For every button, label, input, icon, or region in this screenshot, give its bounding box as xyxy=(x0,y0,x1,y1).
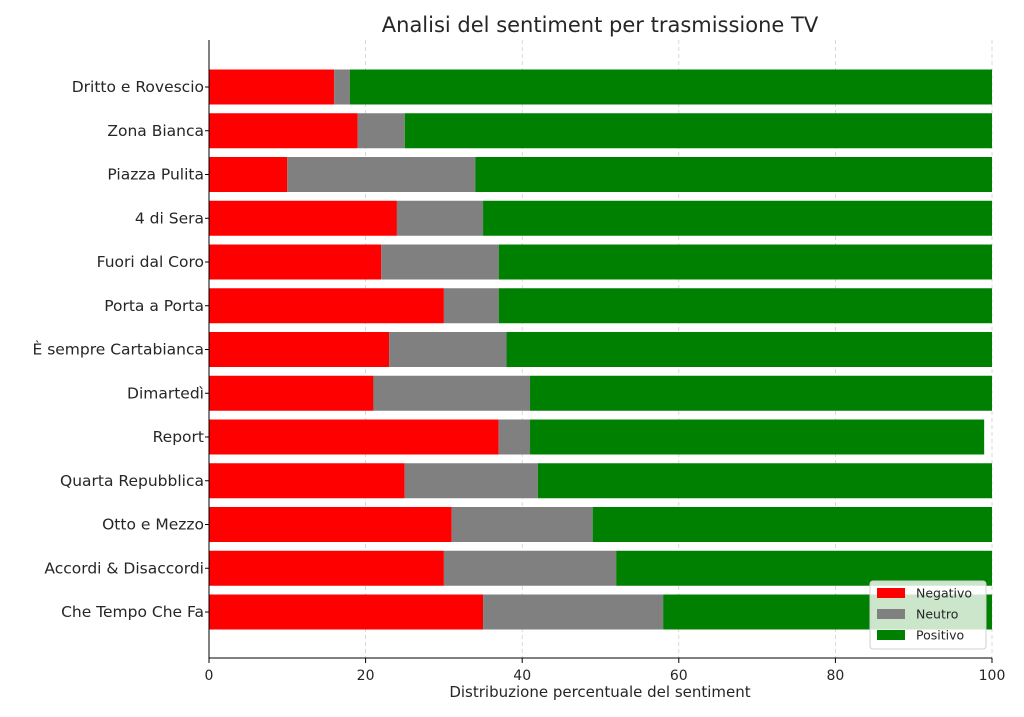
bar-neutro-otto-e-mezzo xyxy=(451,507,593,542)
bar-negativo-otto-e-mezzo xyxy=(209,507,452,542)
bar-positivo-report xyxy=(530,419,985,455)
bar-positivo-zona-bianca xyxy=(404,113,992,149)
x-tick-label: 0 xyxy=(205,668,214,684)
chart-title: Analisi del sentiment per trasmissione T… xyxy=(382,13,819,37)
bar-neutro-quarta-repubblica xyxy=(404,463,538,499)
bar-positivo-dimartedi xyxy=(530,375,992,411)
x-tick-label: 20 xyxy=(357,668,375,684)
legend-swatch-neutro xyxy=(877,609,905,619)
bar-negativo-fuori-dal-coro xyxy=(209,244,382,280)
category-label: Dritto e Rovescio xyxy=(72,78,204,96)
bar-negativo-zona-bianca xyxy=(209,113,358,149)
legend-swatch-positivo xyxy=(877,630,905,640)
bar-positivo-e-sempre-cartabianca xyxy=(506,332,992,367)
legend-label-negativo: Negativo xyxy=(916,586,972,601)
bar-neutro-accordi-disaccordi xyxy=(443,550,617,586)
x-tick-label: 60 xyxy=(670,668,688,684)
bar-neutro-dimartedi xyxy=(373,375,531,411)
bar-negativo-che-tempo-che-fa xyxy=(209,594,484,630)
bar-positivo-otto-e-mezzo xyxy=(592,507,992,542)
bar-negativo-dritto-e-rovescio xyxy=(209,69,335,105)
category-label: Report xyxy=(153,428,204,446)
bar-negativo-porta-a-porta xyxy=(209,288,444,324)
bar-negativo-e-sempre-cartabianca xyxy=(209,332,390,367)
category-label: Otto e Mezzo xyxy=(102,516,204,534)
bar-positivo-dritto-e-rovescio xyxy=(349,69,992,105)
bar-negativo-report xyxy=(209,419,499,455)
legend-swatch-negativo xyxy=(877,588,905,598)
x-tick-label: 80 xyxy=(826,668,844,684)
bar-positivo-porta-a-porta xyxy=(498,288,992,324)
category-label: Porta a Porta xyxy=(104,297,204,315)
bar-neutro-che-tempo-che-fa xyxy=(483,594,664,630)
bar-negativo-accordi-disaccordi xyxy=(209,550,444,586)
bar-positivo-piazza-pulita xyxy=(475,157,993,192)
bar-neutro-piazza-pulita xyxy=(287,157,476,192)
category-labels: Dritto e Rovescio Zona Bianca Piazza Pulit… xyxy=(32,78,209,621)
category-label: Dimartedì xyxy=(127,384,204,402)
bars xyxy=(209,69,993,630)
bar-positivo-fuori-dal-coro xyxy=(498,244,992,280)
category-label: Piazza Pulita xyxy=(107,166,204,184)
x-tick-label: 100 xyxy=(979,668,1006,684)
bar-positivo-quarta-repubblica xyxy=(537,463,992,499)
bar-negativo-dimartedi xyxy=(209,375,374,411)
bar-neutro-report xyxy=(498,419,531,455)
bar-neutro-4-di-sera xyxy=(396,200,484,236)
legend: Negativo Neutro Positivo xyxy=(869,580,987,650)
category-label: Zona Bianca xyxy=(107,122,204,140)
x-ticks: 0 20 40 60 80 100 xyxy=(205,658,1006,684)
category-label: Quarta Repubblica xyxy=(60,472,204,490)
bar-negativo-piazza-pulita xyxy=(209,157,288,192)
bar-positivo-accordi-disaccordi xyxy=(616,550,992,586)
category-label: Che Tempo Che Fa xyxy=(61,603,204,621)
category-label: È sempre Cartabianca xyxy=(32,340,204,359)
category-label: 4 di Sera xyxy=(135,209,204,227)
category-label: Fuori dal Coro xyxy=(97,253,204,271)
bar-neutro-porta-a-porta xyxy=(443,288,499,324)
x-tick-label: 40 xyxy=(513,668,531,684)
legend-label-neutro: Neutro xyxy=(916,607,958,622)
bar-negativo-quarta-repubblica xyxy=(209,463,405,499)
category-label: Accordi & Disaccordi xyxy=(44,559,204,577)
x-axis-label: Distribuzione percentuale del sentiment xyxy=(449,683,750,701)
bar-negativo-4-di-sera xyxy=(209,200,397,236)
legend-label-positivo: Positivo xyxy=(916,628,964,643)
bar-neutro-fuori-dal-coro xyxy=(381,244,499,280)
bar-neutro-zona-bianca xyxy=(357,113,405,149)
bar-positivo-4-di-sera xyxy=(483,200,992,236)
bar-neutro-dritto-e-rovescio xyxy=(334,69,350,105)
bar-neutro-e-sempre-cartabianca xyxy=(389,332,507,367)
